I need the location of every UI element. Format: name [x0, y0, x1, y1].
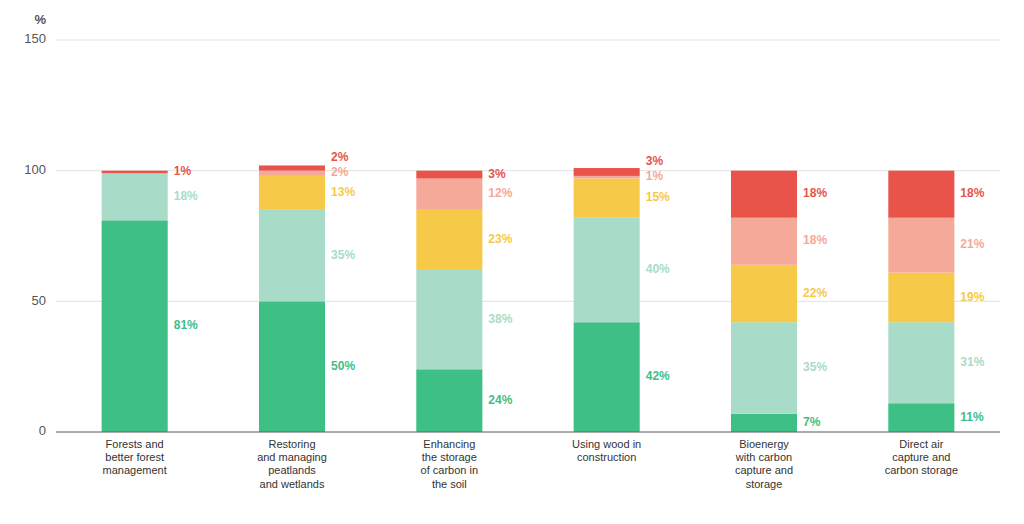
bar-segment — [259, 165, 325, 170]
data-label: 23% — [488, 232, 512, 246]
data-label: 18% — [174, 189, 198, 203]
data-label: 3% — [488, 167, 506, 181]
data-label: 11% — [960, 410, 984, 424]
x-tick-label: Restoringand managingpeatlandsand wetlan… — [257, 438, 327, 490]
data-label: 38% — [488, 312, 512, 326]
bar-segment — [888, 273, 954, 323]
data-label: 1% — [646, 169, 664, 183]
y-tick-label: 150 — [24, 31, 46, 46]
bar-segment — [416, 210, 482, 270]
grid-line — [56, 432, 1000, 433]
data-label: 40% — [646, 262, 670, 276]
bar-segment — [259, 301, 325, 432]
bar-segment — [102, 173, 168, 220]
bar-segment — [731, 322, 797, 413]
data-label: 18% — [960, 186, 984, 200]
data-label: 18% — [803, 233, 827, 247]
x-tick-label: Using wood inconstruction — [572, 438, 641, 463]
bar-segment — [888, 218, 954, 273]
x-tick-label: Bioenergywith carboncapture andstorage — [735, 438, 793, 490]
bar-segment — [259, 171, 325, 176]
x-tick-label: Direct aircapture andcarbon storage — [885, 438, 958, 476]
bar-segment — [888, 322, 954, 403]
data-label: 19% — [960, 290, 984, 304]
y-axis-label: % — [34, 12, 46, 27]
data-label: 12% — [488, 186, 512, 200]
bars — [102, 165, 955, 432]
bar-segment — [102, 220, 168, 432]
data-label: 24% — [488, 393, 512, 407]
data-labels: 81% 18% 1% 50% 35% 13% 2%2% 24% 38% 23% 12% 3% 42% 40… — [174, 150, 985, 429]
bar-segment — [731, 218, 797, 265]
bar-segment — [102, 171, 168, 174]
grid — [56, 40, 1000, 432]
data-label: 81% — [174, 318, 198, 332]
data-label: 1% — [174, 164, 192, 178]
grid-line — [56, 301, 1000, 302]
data-label: 22% — [803, 286, 827, 300]
bar-segment — [731, 414, 797, 432]
x-tick-label: Enhancingthe storageof carbon inthe soil — [421, 438, 478, 490]
x-tick-label: Forests andbetter forestmanagement — [103, 438, 167, 476]
data-label: 15% — [646, 190, 670, 204]
bar-segment — [416, 369, 482, 432]
data-label: 18% — [803, 186, 827, 200]
grid-line — [56, 170, 1000, 171]
x-axis: Forests andbetter forestmanagement Restor… — [103, 438, 958, 490]
bar-segment — [416, 270, 482, 369]
y-tick-label: 50 — [32, 293, 46, 308]
grid-line — [56, 40, 1000, 41]
data-label: 3% — [646, 154, 664, 168]
data-label: 13% — [331, 185, 355, 199]
bar-segment — [731, 171, 797, 218]
bar-segment — [574, 179, 640, 218]
bar-segment — [574, 322, 640, 432]
data-label: 7% — [803, 415, 821, 429]
y-tick-label: 100 — [24, 162, 46, 177]
data-label: 2% — [331, 165, 349, 179]
data-label: 2% — [331, 150, 349, 164]
data-label: 31% — [960, 355, 984, 369]
bar-segment — [574, 218, 640, 323]
chart: 0 50 100 150% 81% 18% 1% 50% 35% 13% 2%2% 24% 38% 23%… — [0, 0, 1024, 524]
y-tick-label: 0 — [39, 423, 46, 438]
bar-segment — [888, 171, 954, 218]
data-label: 35% — [331, 248, 355, 262]
bar-segment — [259, 176, 325, 210]
data-label: 42% — [646, 369, 670, 383]
data-label: 35% — [803, 360, 827, 374]
bar-segment — [259, 210, 325, 301]
data-label: 21% — [960, 237, 984, 251]
bar-segment — [416, 179, 482, 210]
bar-segment — [574, 168, 640, 176]
y-axis: 0 50 100 150 — [24, 31, 46, 438]
bar-segment — [574, 176, 640, 179]
bar-segment — [888, 403, 954, 432]
data-label: 50% — [331, 359, 355, 373]
bar-segment — [416, 171, 482, 179]
bar-segment — [731, 265, 797, 322]
x-axis-line — [56, 432, 1000, 433]
